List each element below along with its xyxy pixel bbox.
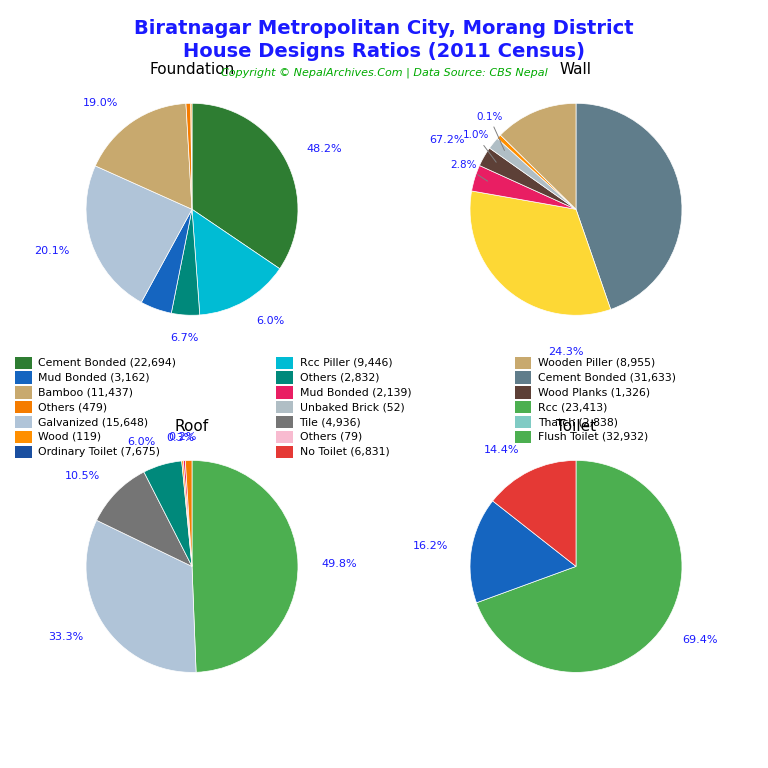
Wedge shape: [470, 191, 611, 315]
Bar: [15, 356, 32, 369]
Text: Wood (119): Wood (119): [38, 432, 101, 442]
Text: Others (2,832): Others (2,832): [300, 372, 379, 382]
Text: Cement Bonded (31,633): Cement Bonded (31,633): [538, 372, 676, 382]
Text: 69.4%: 69.4%: [682, 635, 717, 645]
Bar: [515, 401, 531, 413]
Text: Wooden Piller (8,955): Wooden Piller (8,955): [538, 358, 655, 368]
Bar: [15, 445, 32, 458]
Wedge shape: [141, 209, 192, 313]
Text: Unbaked Brick (52): Unbaked Brick (52): [300, 402, 404, 412]
Title: Toilet: Toilet: [556, 419, 596, 434]
Bar: [276, 445, 293, 458]
Wedge shape: [97, 472, 192, 567]
Text: 6.0%: 6.0%: [127, 437, 156, 447]
Text: 0.3%: 0.3%: [167, 432, 194, 442]
Text: 0.2%: 0.2%: [168, 432, 197, 442]
Bar: [515, 356, 531, 369]
Bar: [15, 431, 32, 443]
Wedge shape: [489, 138, 576, 209]
Wedge shape: [182, 461, 192, 567]
Wedge shape: [190, 103, 192, 209]
Title: Foundation: Foundation: [149, 61, 235, 77]
Wedge shape: [472, 166, 576, 209]
Text: 2.8%: 2.8%: [450, 161, 488, 181]
Wedge shape: [476, 461, 682, 672]
Text: 6.7%: 6.7%: [170, 333, 198, 343]
Bar: [276, 431, 293, 443]
Text: Cement Bonded (22,694): Cement Bonded (22,694): [38, 358, 177, 368]
Wedge shape: [500, 103, 576, 209]
Bar: [15, 401, 32, 413]
Text: 19.0%: 19.0%: [83, 98, 119, 108]
Text: 33.3%: 33.3%: [48, 632, 84, 642]
Text: 67.2%: 67.2%: [429, 135, 465, 145]
Wedge shape: [192, 103, 298, 269]
Bar: [515, 372, 531, 384]
Text: 6.0%: 6.0%: [257, 316, 285, 326]
Text: Tile (4,936): Tile (4,936): [300, 417, 361, 427]
Wedge shape: [95, 104, 192, 209]
Text: 10.5%: 10.5%: [65, 471, 100, 481]
Text: 24.3%: 24.3%: [548, 347, 583, 357]
Bar: [276, 372, 293, 384]
Wedge shape: [86, 166, 192, 303]
Bar: [515, 416, 531, 429]
Text: No Toilet (6,831): No Toilet (6,831): [300, 447, 389, 457]
Text: 48.2%: 48.2%: [306, 144, 342, 154]
Text: Flush Toilet (32,932): Flush Toilet (32,932): [538, 432, 648, 442]
Bar: [515, 431, 531, 443]
Bar: [276, 416, 293, 429]
Wedge shape: [86, 520, 196, 672]
Text: Copyright © NepalArchives.Com | Data Source: CBS Nepal: Copyright © NepalArchives.Com | Data Sou…: [220, 68, 548, 78]
Text: Galvanized (15,648): Galvanized (15,648): [38, 417, 148, 427]
Text: Mud Bonded (3,162): Mud Bonded (3,162): [38, 372, 150, 382]
Wedge shape: [479, 148, 576, 209]
Text: Mud Bonded (2,139): Mud Bonded (2,139): [300, 387, 411, 397]
Text: House Designs Ratios (2011 Census): House Designs Ratios (2011 Census): [183, 42, 585, 61]
Text: 49.8%: 49.8%: [321, 559, 357, 569]
Text: 1.0%: 1.0%: [463, 131, 496, 162]
Text: Ordinary Toilet (7,675): Ordinary Toilet (7,675): [38, 447, 161, 457]
Bar: [15, 386, 32, 399]
Wedge shape: [576, 103, 682, 310]
Text: 20.1%: 20.1%: [34, 246, 69, 256]
Text: Others (79): Others (79): [300, 432, 362, 442]
Bar: [515, 386, 531, 399]
Text: Rcc Piller (9,446): Rcc Piller (9,446): [300, 358, 392, 368]
Wedge shape: [192, 209, 280, 315]
Text: Bamboo (11,437): Bamboo (11,437): [38, 387, 134, 397]
Wedge shape: [492, 461, 576, 567]
Title: Wall: Wall: [560, 61, 592, 77]
Wedge shape: [144, 461, 192, 567]
Text: 0.1%: 0.1%: [476, 111, 505, 151]
Wedge shape: [192, 461, 298, 672]
Text: Wood Planks (1,326): Wood Planks (1,326): [538, 387, 650, 397]
Bar: [276, 386, 293, 399]
Text: Thatch (2,838): Thatch (2,838): [538, 417, 617, 427]
Wedge shape: [184, 461, 192, 567]
Text: 14.4%: 14.4%: [484, 445, 519, 455]
Bar: [15, 416, 32, 429]
Text: Biratnagar Metropolitan City, Morang District: Biratnagar Metropolitan City, Morang Dis…: [134, 19, 634, 38]
Wedge shape: [497, 135, 576, 209]
Title: Roof: Roof: [175, 419, 209, 434]
Text: 16.2%: 16.2%: [413, 541, 449, 551]
Bar: [276, 356, 293, 369]
Wedge shape: [171, 209, 200, 315]
Bar: [276, 401, 293, 413]
Wedge shape: [185, 461, 192, 567]
Bar: [15, 372, 32, 384]
Text: Others (479): Others (479): [38, 402, 108, 412]
Text: Rcc (23,413): Rcc (23,413): [538, 402, 607, 412]
Wedge shape: [470, 501, 576, 603]
Wedge shape: [186, 104, 192, 209]
